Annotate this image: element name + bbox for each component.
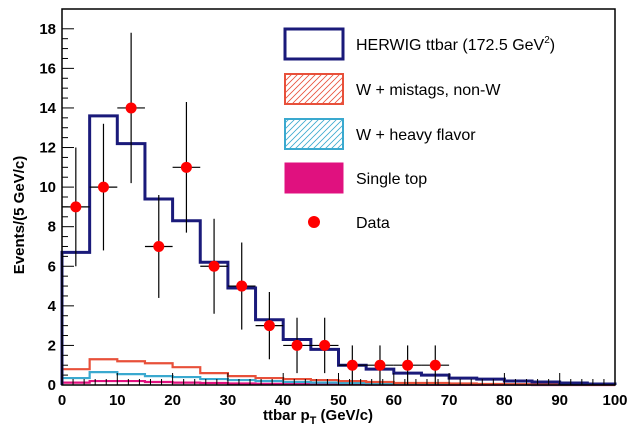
legend-label: W + heavy flavor	[356, 127, 476, 144]
legend-entry-w-mistags-non-w: W + mistags, non-W	[284, 73, 501, 105]
y-tick-label: 0	[48, 377, 56, 394]
y-tick-label: 10	[39, 179, 56, 196]
legend-entry-herwig-ttbar-172-5-gev: HERWIG ttbar (172.5 GeV2)	[283, 27, 555, 61]
series-herwig-ttbar-172-5-gev-line	[60, 114, 617, 386]
data-point-marker	[208, 260, 220, 272]
y-axis-title: Events/(5 GeV/c)	[11, 156, 28, 274]
x-tick-label: 100	[602, 392, 627, 409]
data-point	[255, 291, 284, 360]
data-point	[393, 345, 422, 385]
data-point	[227, 242, 256, 330]
legend-entry-w-heavy-flavor: W + heavy flavor	[284, 118, 476, 150]
data-point-marker	[319, 339, 331, 351]
data-point-marker	[97, 181, 109, 193]
data-point	[172, 102, 201, 233]
legend-label: W + mistags, non-W	[356, 82, 501, 99]
data-point-marker	[291, 339, 303, 351]
legend-label: Data	[356, 215, 390, 232]
data-point-marker	[402, 359, 414, 371]
legend-swatch	[308, 216, 320, 228]
data-point-marker	[263, 320, 275, 332]
x-tick-label: 10	[109, 392, 126, 409]
x-tick-label: 70	[441, 392, 458, 409]
data-point	[283, 317, 311, 374]
data-point-marker	[429, 359, 441, 371]
x-tick-label: 50	[330, 392, 347, 409]
data-point	[338, 345, 367, 385]
x-tick-label: 80	[496, 392, 513, 409]
y-tick-label: 4	[48, 298, 57, 315]
y-tick-label: 16	[39, 60, 56, 77]
y-tick-label: 18	[39, 21, 56, 38]
legend-entry-single-top: Single top	[284, 162, 427, 194]
legend-label: HERWIG ttbar (172.5 GeV2)	[356, 35, 555, 54]
legend-swatch	[284, 118, 344, 150]
data-point-marker	[346, 359, 358, 371]
x-axis-title: ttbar pT (GeV/c)	[263, 407, 373, 427]
data-point	[366, 345, 394, 385]
legend-swatch	[283, 27, 345, 61]
legend: HERWIG ttbar (172.5 GeV2) W + mistags, no…	[283, 27, 555, 232]
x-tick-label: 90	[551, 392, 568, 409]
data-point-marker	[374, 359, 386, 371]
data-point	[421, 345, 450, 385]
y-tick-label: 6	[48, 258, 56, 275]
y-tick-label: 14	[39, 100, 56, 117]
y-tick-label: 2	[48, 337, 56, 354]
x-tick-label: 40	[275, 392, 292, 409]
x-tick-label: 20	[164, 392, 181, 409]
x-tick-label: 60	[385, 392, 402, 409]
x-tick-label: 30	[220, 392, 237, 409]
data-point-marker	[125, 102, 137, 114]
data-point-marker	[180, 161, 192, 173]
y-tick-label: 12	[39, 140, 56, 157]
legend-swatch	[284, 162, 344, 194]
data-point	[144, 195, 173, 298]
data-point	[89, 123, 118, 251]
legend-entry-data: Data	[308, 215, 390, 232]
legend-label: Single top	[356, 171, 427, 188]
data-point-marker	[236, 280, 248, 292]
y-tick-label: 8	[48, 219, 56, 236]
data-point	[200, 218, 228, 314]
data-point-marker	[70, 201, 82, 213]
data-point	[117, 32, 145, 184]
x-tick-label: 0	[58, 392, 66, 409]
legend-swatch	[284, 73, 344, 105]
data-point	[310, 317, 339, 374]
data-point-marker	[153, 240, 165, 252]
